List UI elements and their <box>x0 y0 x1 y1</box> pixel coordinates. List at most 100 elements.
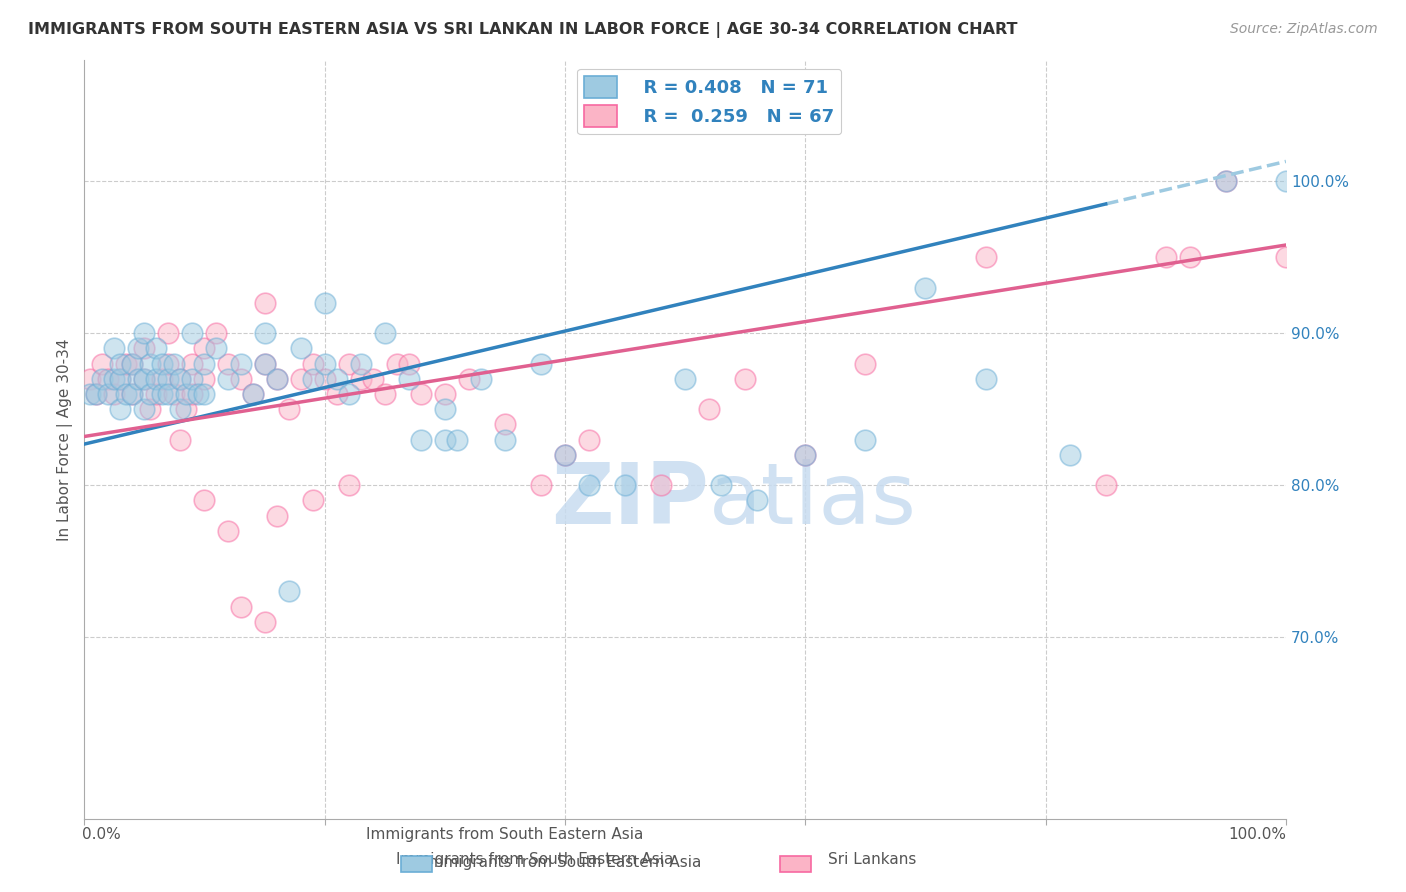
Point <box>103 372 125 386</box>
Point <box>914 280 936 294</box>
Point <box>91 357 114 371</box>
Point <box>242 387 264 401</box>
Point <box>290 372 312 386</box>
Point <box>115 357 138 371</box>
Point <box>103 387 125 401</box>
Point <box>134 372 156 386</box>
Point <box>134 342 156 356</box>
Point <box>134 326 156 340</box>
Point <box>145 372 167 386</box>
Point <box>121 357 143 371</box>
Point <box>134 372 156 386</box>
Text: Immigrants from South Eastern Asia: Immigrants from South Eastern Asia <box>395 852 673 867</box>
Point <box>853 433 876 447</box>
Y-axis label: In Labor Force | Age 30-34: In Labor Force | Age 30-34 <box>58 338 73 541</box>
Text: Source: ZipAtlas.com: Source: ZipAtlas.com <box>1230 22 1378 37</box>
Point <box>218 524 240 538</box>
Point <box>110 372 132 386</box>
Point <box>110 372 132 386</box>
Point <box>110 357 132 371</box>
Point <box>229 599 252 614</box>
Point <box>974 372 997 386</box>
Point <box>314 295 336 310</box>
Point <box>337 357 360 371</box>
Point <box>187 387 209 401</box>
Point <box>253 295 276 310</box>
Point <box>361 372 384 386</box>
Point <box>266 372 288 386</box>
Point <box>193 493 215 508</box>
Point <box>277 584 299 599</box>
Point <box>433 402 456 417</box>
Point <box>1094 478 1116 492</box>
Point <box>169 402 191 417</box>
Point <box>152 387 174 401</box>
Point <box>446 433 468 447</box>
Point <box>794 448 817 462</box>
Point <box>650 478 672 492</box>
Point <box>152 372 174 386</box>
Point <box>578 478 600 492</box>
Point <box>1154 250 1177 264</box>
Point <box>409 433 432 447</box>
Point <box>84 387 107 401</box>
Text: Sri Lankans: Sri Lankans <box>828 852 915 867</box>
Point <box>193 372 215 386</box>
Point <box>253 357 276 371</box>
Point <box>457 372 479 386</box>
Point <box>734 372 756 386</box>
Point <box>193 342 215 356</box>
Point <box>301 372 323 386</box>
Point <box>193 357 215 371</box>
Point <box>79 372 101 386</box>
Point <box>374 326 396 340</box>
Point <box>157 326 180 340</box>
Point <box>121 387 143 401</box>
Point <box>115 387 138 401</box>
Point <box>853 357 876 371</box>
Point <box>145 387 167 401</box>
Point <box>325 372 347 386</box>
Point <box>530 357 553 371</box>
Point <box>374 387 396 401</box>
Point <box>121 387 143 401</box>
Point <box>181 326 204 340</box>
Point <box>152 357 174 371</box>
Point <box>110 402 132 417</box>
Point <box>1215 174 1237 188</box>
Point <box>176 402 198 417</box>
Point <box>127 372 149 386</box>
Text: ZIP: ZIP <box>551 458 709 541</box>
Point <box>697 402 720 417</box>
Point <box>127 342 149 356</box>
Point <box>176 387 198 401</box>
Point <box>218 372 240 386</box>
Point <box>337 387 360 401</box>
Point <box>794 448 817 462</box>
Point <box>181 357 204 371</box>
Point <box>157 372 180 386</box>
Text: Immigrants from South Eastern Asia: Immigrants from South Eastern Asia <box>366 827 644 842</box>
Text: 0.0%: 0.0% <box>82 827 121 842</box>
Point <box>1215 174 1237 188</box>
Point <box>398 357 420 371</box>
Point <box>747 493 769 508</box>
Point <box>229 372 252 386</box>
Point <box>614 478 637 492</box>
Point <box>1275 174 1298 188</box>
Point <box>163 387 186 401</box>
Point <box>673 372 696 386</box>
Point <box>710 478 733 492</box>
Point <box>97 387 120 401</box>
Point <box>97 372 120 386</box>
Point <box>266 372 288 386</box>
Point <box>974 250 997 264</box>
Point <box>554 448 576 462</box>
Point <box>229 357 252 371</box>
Point <box>325 387 347 401</box>
Point <box>385 357 408 371</box>
Point <box>350 372 373 386</box>
Point <box>121 357 143 371</box>
Point <box>79 387 101 401</box>
Point <box>470 372 492 386</box>
